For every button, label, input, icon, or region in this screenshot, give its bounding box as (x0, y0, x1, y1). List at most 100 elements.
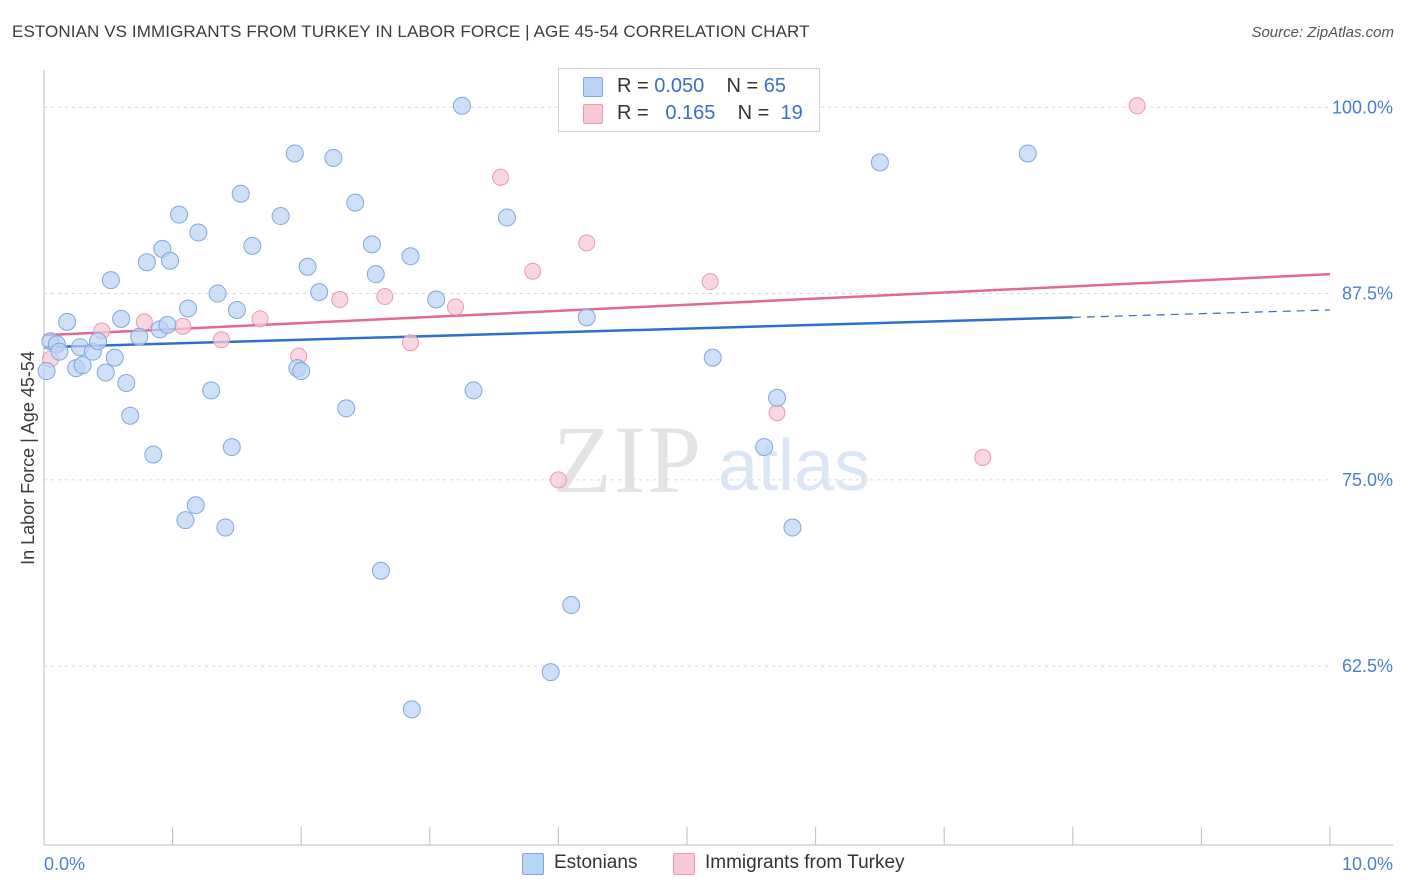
data-point-estonians (562, 596, 581, 615)
data-point-estonians (37, 362, 56, 381)
data-point-estonians (703, 348, 722, 367)
x-tick-label: 0.0% (44, 854, 85, 874)
legend-r-label: R = (617, 75, 655, 97)
series-estonians (37, 96, 1037, 719)
axes (43, 70, 1393, 846)
data-point-turkey (331, 291, 349, 309)
legend-r-label: R = (617, 102, 655, 124)
data-point-estonians (401, 247, 420, 266)
data-point-estonians (346, 193, 365, 212)
legend-n-value: 65 (763, 75, 787, 97)
data-point-estonians (161, 251, 180, 270)
trend-line-estonians-extrapolated (1072, 309, 1331, 319)
data-point-estonians (117, 373, 136, 392)
data-point-estonians (176, 511, 195, 530)
data-point-estonians (130, 327, 149, 346)
watermark: ZIP atlas (553, 406, 870, 513)
data-point-estonians (310, 283, 329, 302)
data-point-estonians (402, 700, 421, 719)
legend-r-value: 0.050 (654, 75, 705, 97)
legend-swatch-blue (583, 77, 603, 97)
data-point-estonians (366, 265, 385, 284)
data-point-estonians (285, 144, 304, 163)
data-point-turkey (251, 310, 269, 328)
data-point-estonians (541, 663, 560, 682)
data-point-estonians (105, 348, 124, 367)
data-point-estonians (292, 362, 311, 381)
bottom-legend-swatch-pink (673, 853, 695, 875)
data-point-estonians (243, 236, 262, 255)
data-point-estonians (189, 223, 208, 242)
data-point-estonians (186, 496, 205, 515)
x-tick-label: 10.0% (1342, 854, 1393, 874)
bottom-legend-label: Immigrants from Turkey (705, 852, 905, 873)
data-point-estonians (202, 381, 221, 400)
data-point-estonians (271, 207, 290, 226)
tick-labels: 100.0% 87.5% 75.0% 62.5% 0.0% 10.0% In Labor F… (18, 97, 1393, 874)
bottom-legend-swatch-blue (522, 853, 544, 875)
y-tick-label: 87.5% (1342, 284, 1393, 304)
data-point-turkey (768, 404, 786, 422)
bottom-legend-label: Estonians (554, 852, 638, 873)
data-point-estonians (427, 290, 446, 309)
data-point-estonians (112, 309, 131, 328)
y-tick-label: 62.5% (1342, 656, 1393, 676)
data-point-turkey (135, 313, 153, 331)
y-axis-label: In Labor Force | Age 45-54 (18, 351, 38, 565)
data-point-turkey (447, 298, 465, 316)
data-point-estonians (170, 205, 189, 224)
data-point-estonians (208, 284, 227, 303)
data-point-estonians (452, 96, 471, 115)
data-point-estonians (497, 208, 516, 227)
data-point-turkey (578, 234, 596, 252)
data-point-turkey (974, 449, 992, 466)
legend-n-label: N = (737, 102, 775, 124)
data-point-estonians (755, 438, 774, 457)
legend-n-value: 19 (780, 102, 803, 124)
data-point-estonians (179, 299, 198, 318)
legend-n-label: N = (726, 75, 764, 97)
data-point-estonians (337, 399, 356, 418)
data-point-estonians (96, 363, 115, 382)
data-point-estonians (298, 257, 317, 276)
legend: R = 0.050 N = 65 R = 0.165 N = 19 (558, 68, 820, 132)
data-point-estonians (1018, 144, 1037, 163)
data-point-estonians (137, 253, 156, 272)
data-point-estonians (73, 356, 92, 375)
data-point-turkey (549, 471, 567, 489)
data-point-estonians (144, 445, 163, 464)
data-point-estonians (58, 312, 77, 331)
data-point-estonians (870, 153, 889, 172)
data-point-estonians (216, 518, 235, 537)
data-point-estonians (371, 561, 390, 580)
legend-r-value: 0.165 (665, 102, 716, 124)
y-tick-label: 100.0% (1332, 97, 1393, 117)
data-point-estonians (362, 235, 381, 254)
chart-title: ESTONIAN VS IMMIGRANTS FROM TURKEY IN LA… (12, 22, 810, 41)
data-point-estonians (227, 300, 246, 319)
data-point-turkey (492, 168, 510, 186)
data-point-turkey (524, 262, 542, 280)
data-point-estonians (768, 388, 787, 407)
data-point-turkey (402, 334, 420, 352)
legend-swatch-pink (583, 104, 603, 124)
watermark-zip: ZIP (553, 406, 703, 513)
data-point-estonians (464, 381, 483, 400)
data-point-estonians (50, 342, 69, 361)
data-point-turkey (1128, 97, 1146, 115)
data-point-estonians (783, 518, 802, 537)
data-point-estonians (121, 406, 140, 425)
data-point-turkey (212, 331, 230, 349)
y-tick-label: 75.0% (1342, 470, 1393, 490)
data-point-estonians (158, 315, 177, 334)
data-point-estonians (101, 271, 120, 290)
data-point-estonians (89, 332, 108, 351)
gridlines (44, 106, 1330, 667)
data-point-turkey (701, 273, 719, 291)
data-point-estonians (324, 148, 343, 167)
trend-line-estonians (43, 316, 1073, 349)
legend-text-turkey: R = 0.165 N = 19 (617, 102, 803, 125)
source-credit: Source: ZipAtlas.com (1251, 24, 1394, 41)
data-point-estonians (231, 184, 250, 203)
